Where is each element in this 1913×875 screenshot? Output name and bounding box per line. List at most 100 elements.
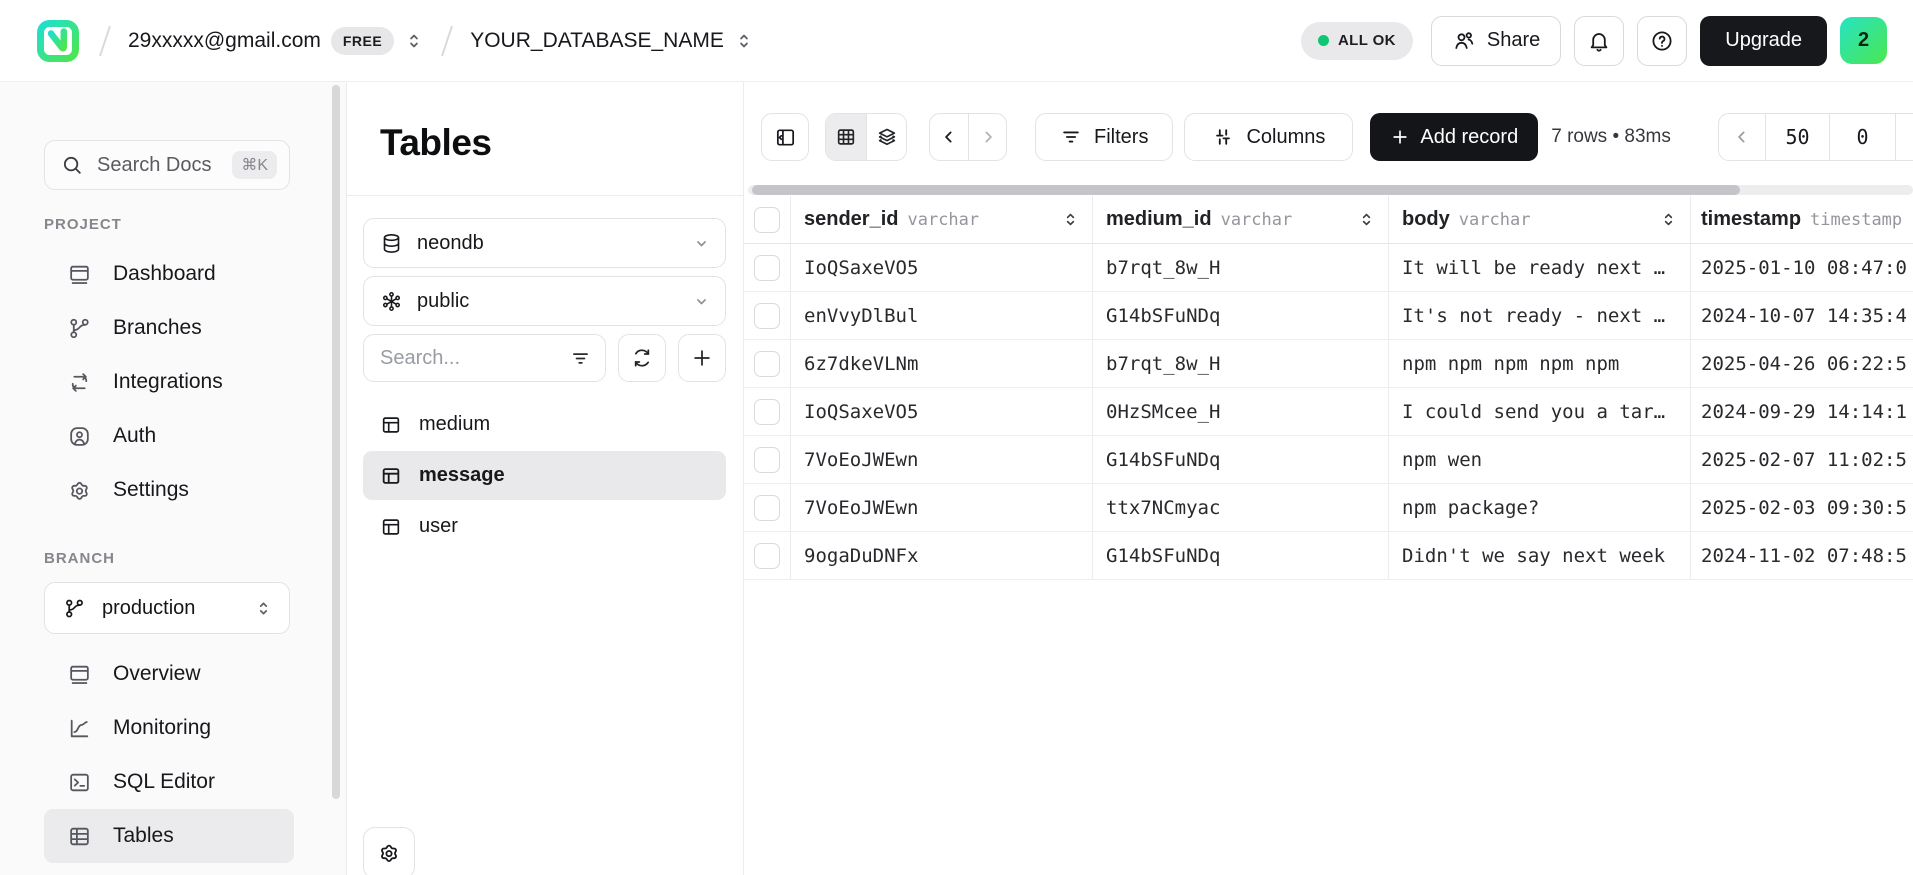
sidebar-item-integrations[interactable]: Integrations <box>44 355 294 409</box>
row-checkbox[interactable] <box>754 254 780 281</box>
sidebar-item-branches[interactable]: Branches <box>44 301 294 355</box>
add-record-button[interactable]: Add record <box>1370 113 1539 161</box>
cell-timestamp[interactable]: 2025-02-07 11:02:5 <box>1691 436 1913 483</box>
cell-medium-id[interactable]: G14bSFuNDq <box>1093 292 1389 339</box>
column-header-sender-id[interactable]: sender_id varchar <box>791 196 1093 243</box>
row-checkbox[interactable] <box>754 302 780 329</box>
columns-button[interactable]: Columns <box>1184 113 1354 161</box>
sidebar-item-overview[interactable]: Overview <box>44 647 294 701</box>
horizontal-scrollbar[interactable] <box>748 185 1913 195</box>
add-table-button[interactable] <box>678 334 726 382</box>
table-view-toggle[interactable] <box>826 114 866 160</box>
schema-selector[interactable]: public <box>363 276 726 326</box>
column-header-timestamp[interactable]: timestamp timestamp <box>1691 196 1913 243</box>
table-row[interactable]: 6z7dkeVLNm b7rqt_8w_H npm npm npm npm np… <box>744 340 1913 388</box>
select-all-checkbox[interactable] <box>754 206 780 233</box>
project-breadcrumb[interactable]: YOUR_DATABASE_NAME <box>470 29 754 53</box>
sidebar-item-auth[interactable]: Auth <box>44 409 294 463</box>
keyboard-shortcut: ⌘K <box>232 151 277 179</box>
cell-body[interactable]: It's not ready - next … <box>1389 292 1691 339</box>
cell-timestamp[interactable]: 2025-01-10 08:47:0 <box>1691 244 1913 291</box>
notification-count-badge[interactable]: 2 <box>1840 17 1887 64</box>
collapse-panel-button[interactable] <box>761 113 809 161</box>
cell-body[interactable]: I could send you a tar… <box>1389 388 1691 435</box>
cell-body[interactable]: npm wen <box>1389 436 1691 483</box>
sidebar-item-settings[interactable]: Settings <box>44 463 294 517</box>
table-search-input[interactable] <box>380 346 530 370</box>
cell-sender-id[interactable]: 7VoEoJWEwn <box>791 484 1093 531</box>
notifications-button[interactable] <box>1574 15 1625 66</box>
sidebar-item-monitoring[interactable]: Monitoring <box>44 701 294 755</box>
panel-settings-button[interactable] <box>363 827 415 875</box>
cell-timestamp[interactable]: 2025-02-03 09:30:5 <box>1691 484 1913 531</box>
cell-medium-id[interactable]: ttx7NCmyac <box>1093 484 1389 531</box>
cell-sender-id[interactable]: IoQSaxeVO5 <box>791 244 1093 291</box>
share-button[interactable]: Share <box>1430 15 1562 66</box>
horizontal-scrollbar-thumb[interactable] <box>752 185 1740 195</box>
neon-logo-icon[interactable] <box>34 17 82 65</box>
cell-body[interactable]: npm package? <box>1389 484 1691 531</box>
table-row[interactable]: 7VoEoJWEwn ttx7NCmyac npm package? 2025-… <box>744 484 1913 532</box>
cell-sender-id[interactable]: 6z7dkeVLNm <box>791 340 1093 387</box>
upgrade-button[interactable]: Upgrade <box>1700 15 1827 66</box>
cell-medium-id[interactable]: b7rqt_8w_H <box>1093 340 1389 387</box>
row-checkbox[interactable] <box>754 542 780 569</box>
row-checkbox[interactable] <box>754 494 780 521</box>
chevron-up-down-icon[interactable] <box>404 31 424 51</box>
filters-button[interactable]: Filters <box>1035 113 1174 161</box>
cell-medium-id[interactable]: 0HzSMcee_H <box>1093 388 1389 435</box>
cell-sender-id[interactable]: IoQSaxeVO5 <box>791 388 1093 435</box>
database-selector[interactable]: neondb <box>363 218 726 268</box>
next-page-button[interactable] <box>1895 114 1913 160</box>
cell-timestamp[interactable]: 2024-10-07 14:35:4 <box>1691 292 1913 339</box>
table-search-field[interactable] <box>363 334 606 382</box>
cell-sender-id[interactable]: 7VoEoJWEwn <box>791 436 1093 483</box>
cell-body[interactable]: npm npm npm npm npm <box>1389 340 1691 387</box>
help-button[interactable] <box>1637 15 1688 66</box>
cell-timestamp[interactable]: 2025-04-26 06:22:5 <box>1691 340 1913 387</box>
page-size-input[interactable]: 50 <box>1765 114 1829 160</box>
forward-button[interactable] <box>968 114 1006 160</box>
chevron-up-down-icon[interactable] <box>734 31 754 51</box>
previous-page-button[interactable] <box>1719 114 1765 160</box>
column-header-medium-id[interactable]: medium_id varchar <box>1093 196 1389 243</box>
sort-icon[interactable] <box>1660 211 1677 228</box>
database-name: neondb <box>417 231 484 254</box>
table-row[interactable]: IoQSaxeVO5 b7rqt_8w_H It will be ready n… <box>744 244 1913 292</box>
row-checkbox[interactable] <box>754 398 780 425</box>
status-badge[interactable]: ALL OK <box>1300 21 1413 60</box>
sidebar-item-dashboard[interactable]: Dashboard <box>44 247 294 301</box>
table-row[interactable]: IoQSaxeVO5 0HzSMcee_H I could send you a… <box>744 388 1913 436</box>
table-list-item-message[interactable]: message <box>363 451 726 500</box>
search-docs-button[interactable]: Search Docs ⌘K <box>44 140 290 190</box>
page-offset-input[interactable]: 0 <box>1829 114 1895 160</box>
table-row[interactable]: 7VoEoJWEwn G14bSFuNDq npm wen 2025-02-07… <box>744 436 1913 484</box>
table-row[interactable]: 9ogaDuDNFx G14bSFuNDq Didn't we say next… <box>744 532 1913 580</box>
sidebar-item-tables[interactable]: Tables <box>44 809 294 863</box>
row-checkbox[interactable] <box>754 350 780 377</box>
back-button[interactable] <box>930 114 968 160</box>
branch-selector[interactable]: production <box>44 582 290 634</box>
column-header-body[interactable]: body varchar <box>1389 196 1691 243</box>
refresh-button[interactable] <box>618 334 666 382</box>
account-breadcrumb[interactable]: 29xxxxx@gmail.com FREE <box>128 26 424 55</box>
cell-medium-id[interactable]: G14bSFuNDq <box>1093 532 1389 579</box>
filter-lines-icon[interactable] <box>570 348 591 369</box>
table-list-item-medium[interactable]: medium <box>363 400 726 449</box>
sidebar-scrollbar[interactable] <box>332 85 340 799</box>
layers-view-toggle[interactable] <box>866 114 906 160</box>
cell-sender-id[interactable]: 9ogaDuDNFx <box>791 532 1093 579</box>
cell-body[interactable]: It will be ready next … <box>1389 244 1691 291</box>
sort-icon[interactable] <box>1062 211 1079 228</box>
cell-body[interactable]: Didn't we say next week <box>1389 532 1691 579</box>
cell-timestamp[interactable]: 2024-11-02 07:48:5 <box>1691 532 1913 579</box>
sidebar-item-sql-editor[interactable]: SQL Editor <box>44 755 294 809</box>
table-row[interactable]: enVvyDlBul G14bSFuNDq It's not ready - n… <box>744 292 1913 340</box>
cell-sender-id[interactable]: enVvyDlBul <box>791 292 1093 339</box>
table-list-item-user[interactable]: user <box>363 502 726 551</box>
cell-medium-id[interactable]: G14bSFuNDq <box>1093 436 1389 483</box>
cell-timestamp[interactable]: 2024-09-29 14:14:1 <box>1691 388 1913 435</box>
row-checkbox[interactable] <box>754 446 780 473</box>
cell-medium-id[interactable]: b7rqt_8w_H <box>1093 244 1389 291</box>
sort-icon[interactable] <box>1358 211 1375 228</box>
